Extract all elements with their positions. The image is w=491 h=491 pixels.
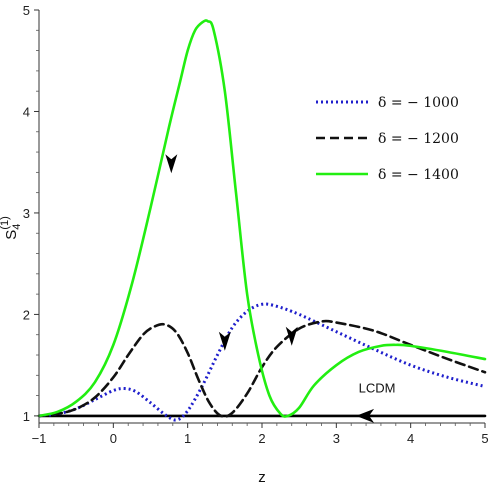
direction-arrow-icon <box>165 154 178 174</box>
x-tick-label: 2 <box>258 431 265 446</box>
svg-text:S4(1): S4(1) <box>0 216 23 240</box>
y-tick-label: 2 <box>23 307 30 322</box>
legend-label: δ = − 1200 <box>378 131 459 147</box>
direction-arrow-icon <box>218 331 231 351</box>
y-ticks: 1 2 3 4 5 <box>23 3 39 424</box>
y-tick-label: 3 <box>23 206 30 221</box>
x-tick-label: 5 <box>481 431 488 446</box>
legend: δ = − 1000 δ = − 1200 δ = − 1400 <box>316 95 459 183</box>
y-axis-label: S4(1) <box>0 216 23 240</box>
y-axis-label-sup: (1) <box>0 216 11 229</box>
legend-label: δ = − 1000 <box>378 95 459 111</box>
plot-area <box>37 19 487 423</box>
lcdm-annotation: LCDM <box>359 380 396 395</box>
y-tick-label: 5 <box>23 3 30 18</box>
series-line-1 <box>37 319 487 418</box>
y-tick-label: 4 <box>23 104 30 119</box>
y-axis-label-main: S <box>3 230 20 240</box>
series-line-2 <box>37 19 487 418</box>
series-line-0 <box>38 302 486 422</box>
direction-arrow-icon <box>285 326 298 346</box>
x-ticks: −1 0 1 2 3 4 5 <box>32 423 489 446</box>
series-layer <box>37 19 487 422</box>
x-tick-label: 3 <box>333 431 340 446</box>
x-tick-label: −1 <box>32 431 47 446</box>
x-tick-label: 4 <box>407 431 414 446</box>
arrow-layer <box>165 154 375 423</box>
x-tick-label: 0 <box>110 431 117 446</box>
y-tick-label: 1 <box>23 409 30 424</box>
y-axis-label-sub: 4 <box>11 224 23 230</box>
legend-label: δ = − 1400 <box>378 167 459 183</box>
axes: −1 0 1 2 3 4 5 1 2 3 4 5 <box>23 3 489 446</box>
x-tick-label: 1 <box>184 431 191 446</box>
x-axis-label: z <box>258 469 266 486</box>
direction-arrow-icon <box>356 408 375 423</box>
